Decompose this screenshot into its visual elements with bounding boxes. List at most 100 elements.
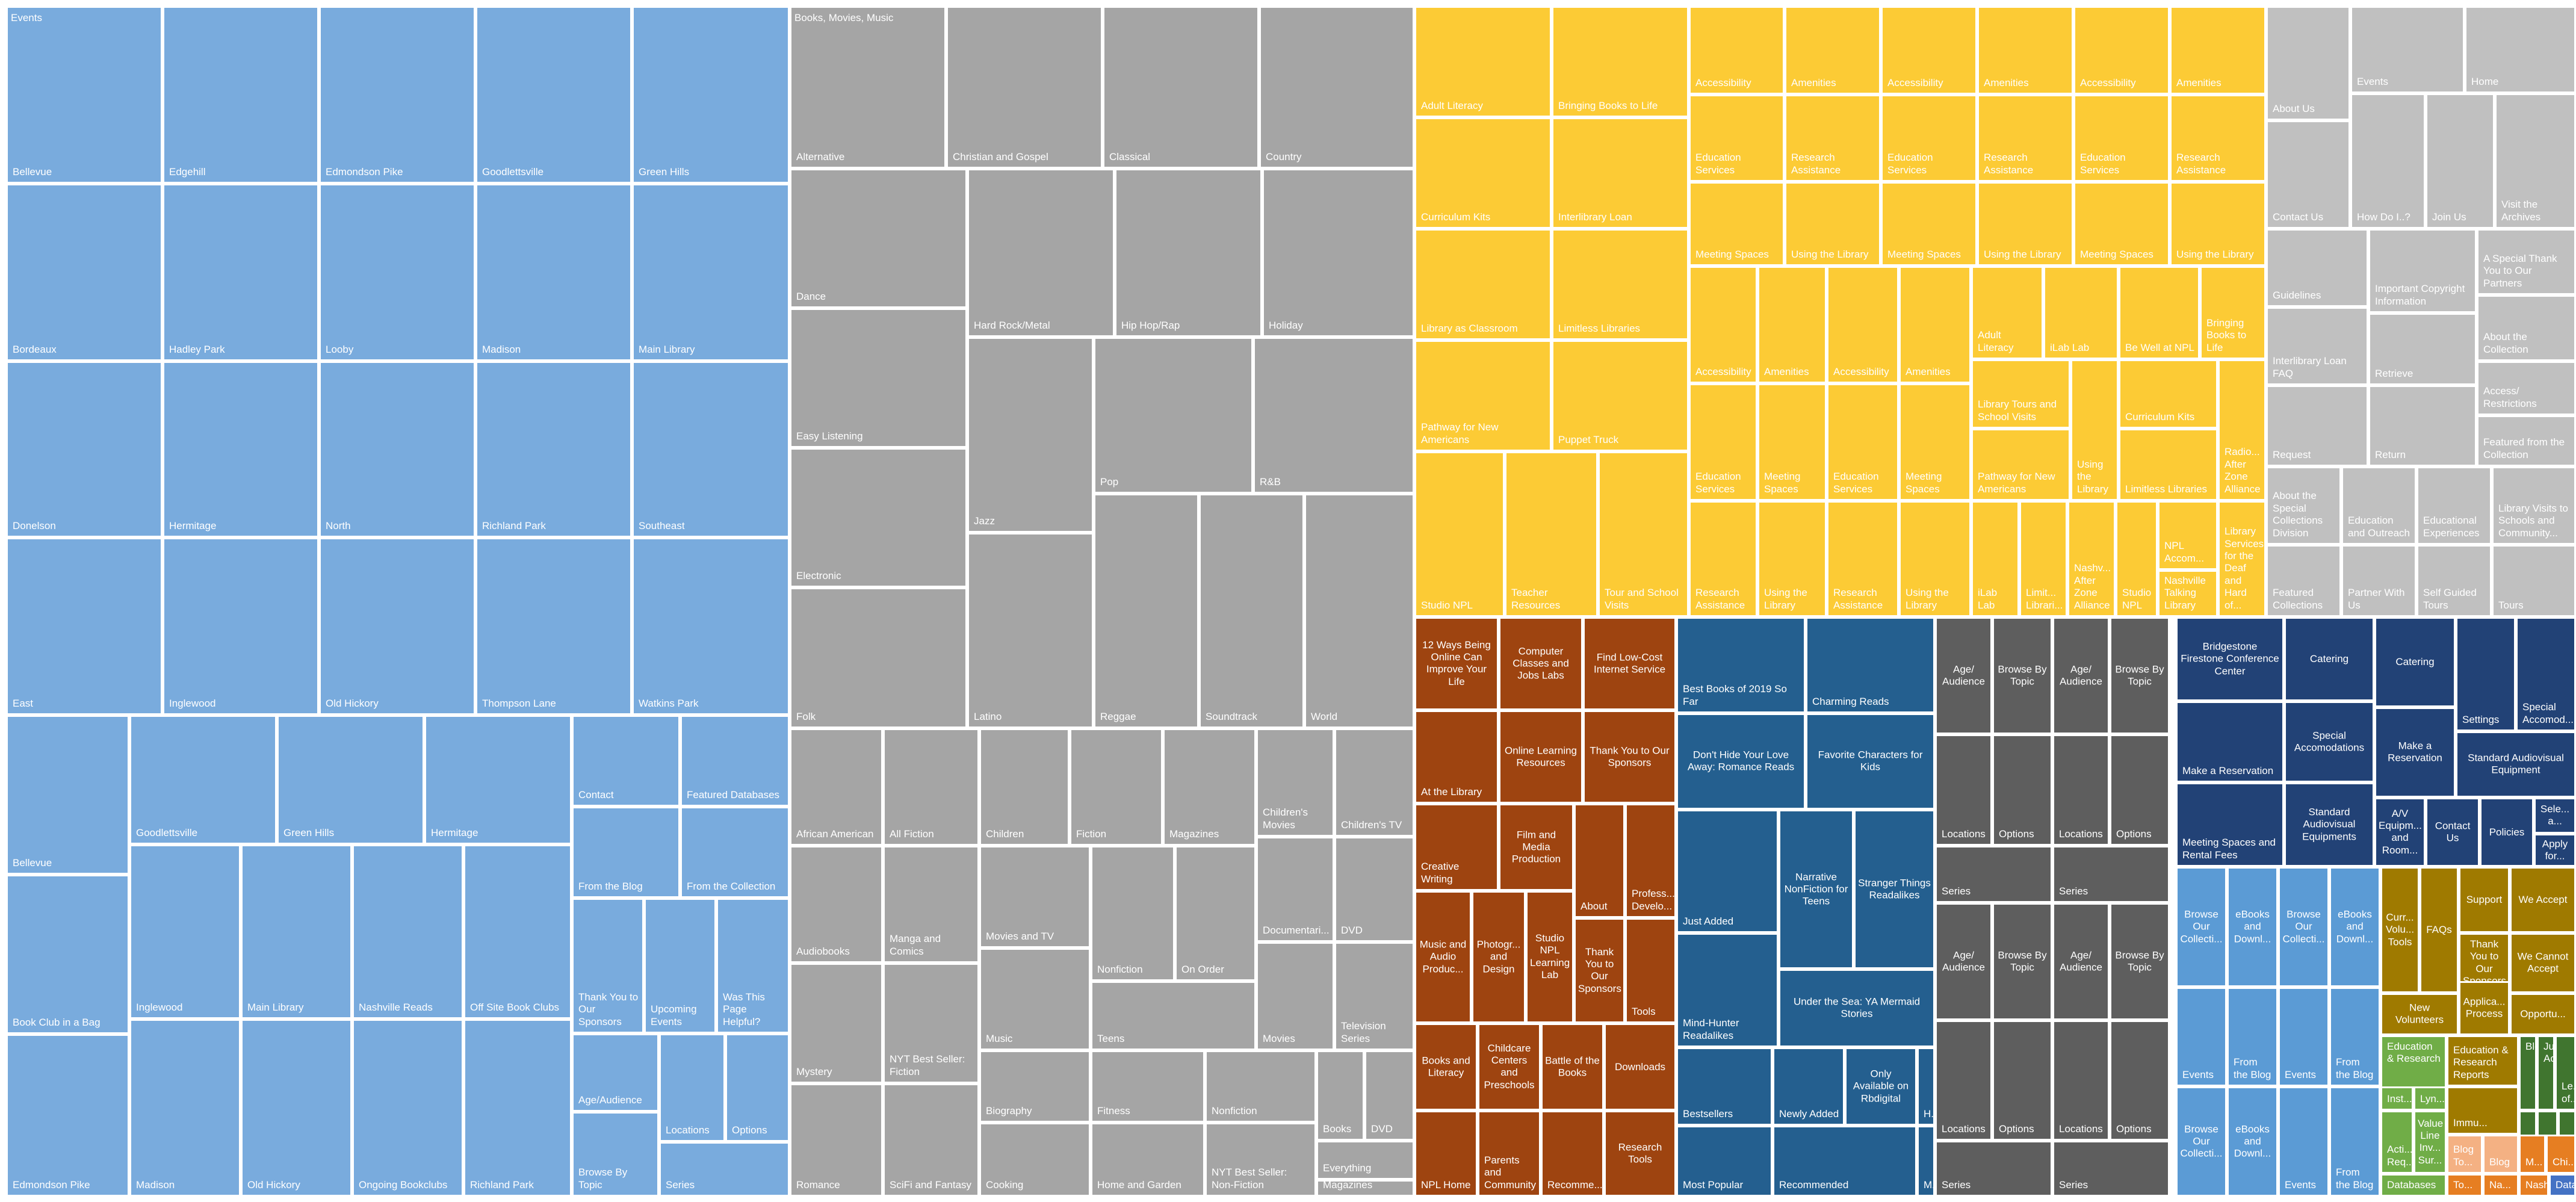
treemap-cell[interactable]: Standard Audiovisual Equipments	[2284, 782, 2374, 867]
treemap-cell[interactable]: Research Assistance	[2170, 94, 2266, 182]
treemap-cell[interactable]: Home	[2465, 6, 2576, 93]
treemap-cell[interactable]: Options	[725, 1033, 790, 1142]
treemap-cell[interactable]: Limitless Libraries	[1552, 229, 1689, 340]
treemap-cell[interactable]: Thank You to Our Sponsors	[1583, 710, 1676, 804]
treemap-cell[interactable]: About the Special Collections Division	[2266, 466, 2341, 545]
treemap-cell[interactable]: DVD	[1364, 1050, 1414, 1141]
treemap-cell[interactable]: Bestsellers	[1676, 1047, 1773, 1126]
treemap-cell[interactable]: Education Services	[1689, 383, 1757, 501]
treemap-cell[interactable]: Cooking	[979, 1123, 1091, 1197]
treemap-cell[interactable]: Dance	[790, 169, 967, 308]
treemap-cell[interactable]: Madison	[129, 1019, 241, 1197]
treemap-cell[interactable]: Everything	[1316, 1141, 1414, 1180]
treemap-cell[interactable]: Upcoming Events	[644, 898, 716, 1033]
treemap-cell[interactable]: Old Hickory	[319, 537, 475, 715]
treemap-cell[interactable]: Research Assistance	[1977, 94, 2073, 182]
treemap-cell[interactable]: 12 Ways Being Online Can Improve Your Li…	[1414, 617, 1499, 710]
treemap-cell[interactable]: On Order	[1175, 846, 1256, 981]
treemap-cell[interactable]: Educational Experiences	[2417, 466, 2492, 545]
treemap-cell[interactable]: Locations	[2052, 734, 2110, 846]
treemap-cell[interactable]: Guidelines	[2266, 229, 2368, 307]
treemap-cell[interactable]: Inglewood	[163, 537, 319, 715]
treemap-cell[interactable]: Contact	[572, 715, 680, 807]
treemap-cell[interactable]: Events	[2278, 987, 2329, 1086]
treemap-cell[interactable]: Just Ac...	[2537, 1035, 2555, 1111]
treemap-cell[interactable]: Best Books of 2019 So Far	[1676, 617, 1806, 713]
treemap-cell[interactable]: Options	[1992, 1020, 2052, 1141]
treemap-cell[interactable]: Newly Added	[1773, 1047, 1845, 1126]
treemap-cell[interactable]: Narrative NonFiction for Teens	[1779, 810, 1854, 969]
treemap-cell[interactable]: Library as Classroom	[1414, 229, 1552, 340]
treemap-cell[interactable]: Home and Garden	[1091, 1123, 1205, 1197]
treemap-cell[interactable]: Holiday	[1262, 169, 1414, 337]
treemap-cell[interactable]: Le... of...	[2555, 1035, 2576, 1111]
treemap-cell[interactable]: Radio... After Zone Alliance	[2218, 359, 2266, 501]
treemap-cell[interactable]: Chi...	[2546, 1135, 2576, 1174]
treemap-cell[interactable]: Browse By Topic	[1992, 617, 2052, 734]
treemap-cell[interactable]: Age/ Audience	[1935, 903, 1992, 1020]
treemap-cell[interactable]: Catering	[2284, 617, 2374, 701]
treemap-cell[interactable]: Tour and School Visits	[1598, 451, 1689, 617]
treemap-cell[interactable]: Meeting Spaces	[1757, 383, 1827, 501]
treemap-cell[interactable]: Education Services	[1881, 94, 1977, 182]
treemap-cell[interactable]: Curriculum Kits	[2119, 359, 2218, 429]
treemap-cell[interactable]: From the Blog	[2329, 1086, 2380, 1197]
treemap-cell[interactable]: NYT Best Seller: Non-Fiction	[1205, 1123, 1316, 1197]
treemap-cell[interactable]: Alternative	[790, 6, 946, 169]
treemap-cell[interactable]: Main Library	[632, 184, 790, 361]
treemap-cell[interactable]: Movies and TV	[979, 846, 1091, 948]
treemap-cell[interactable]: Studio NPL	[1414, 451, 1505, 617]
treemap-cell[interactable]: iLab Lab	[1971, 501, 2019, 617]
treemap-cell[interactable]: Main Library	[241, 844, 352, 1019]
treemap-cell[interactable]: African American	[790, 728, 883, 846]
treemap-cell[interactable]: Nashville...	[2519, 1174, 2549, 1197]
treemap-cell[interactable]: Watkins Park	[632, 537, 790, 715]
treemap-cell[interactable]: Bridgestone Firestone Conference Center	[2176, 617, 2284, 701]
treemap-cell[interactable]: Adult Literacy	[1414, 6, 1552, 117]
treemap-cell[interactable]: Thank You to Our Sponsors	[572, 898, 644, 1033]
treemap-cell[interactable]: Immu...	[2447, 1086, 2519, 1135]
treemap-cell[interactable]: Don't Hide Your Love Away: Romance Reads	[1676, 713, 1806, 810]
treemap-cell[interactable]: R&B	[1253, 337, 1414, 494]
treemap-cell[interactable]: Education Services	[1827, 383, 1899, 501]
treemap-cell[interactable]: Audiobooks	[790, 846, 883, 963]
treemap-cell[interactable]: From the Collection	[680, 807, 790, 898]
treemap-cell[interactable]: Puppet Truck	[1552, 340, 1689, 451]
treemap-cell[interactable]: Studio NPL	[2116, 501, 2158, 617]
treemap-cell[interactable]: Favorite Characters for Kids	[1806, 713, 1935, 810]
treemap-cell[interactable]: Value Line Inv... Sur...	[2413, 1111, 2447, 1174]
treemap-cell[interactable]: Movies	[1256, 942, 1334, 1050]
treemap-cell[interactable]: Recomme...	[1541, 1111, 1604, 1197]
treemap-cell[interactable]: Special Accomodations	[2284, 701, 2374, 782]
treemap-cell[interactable]: Lyn...	[2413, 1086, 2447, 1111]
treemap-cell[interactable]: Easy Listening	[790, 308, 967, 448]
treemap-cell[interactable]: Nonfiction	[1205, 1050, 1316, 1123]
treemap-cell[interactable]: Library Visits to Schools and Community.…	[2492, 466, 2576, 545]
treemap-cell[interactable]: Locations	[2052, 1020, 2110, 1141]
treemap-cell[interactable]: Series	[2052, 1141, 2170, 1197]
treemap-cell[interactable]: Classical	[1103, 6, 1259, 169]
treemap-cell[interactable]: Databases	[2549, 1174, 2576, 1197]
treemap-cell[interactable]: Events	[2278, 1086, 2329, 1197]
treemap-cell[interactable]: Pathway for New Americans	[1414, 340, 1552, 451]
treemap-cell[interactable]: Settings	[2456, 617, 2516, 731]
treemap-cell[interactable]: Education and Outreach	[2341, 466, 2417, 545]
treemap-cell[interactable]: Music and Audio Produc...	[1414, 891, 1472, 1023]
treemap-cell[interactable]: About the Collection	[2477, 295, 2576, 361]
treemap-cell[interactable]: Book Club in a Bag	[6, 875, 129, 1034]
treemap-cell[interactable]: Using the Library	[2170, 182, 2266, 266]
treemap-cell[interactable]: Bellevue	[6, 715, 129, 875]
treemap-cell[interactable]: Na...	[2483, 1174, 2519, 1197]
treemap-cell[interactable]: Nashville Reads	[352, 844, 463, 1019]
treemap-cell[interactable]: Hard Rock/Metal	[967, 169, 1115, 337]
treemap-cell[interactable]: Green Hills	[277, 715, 424, 844]
treemap-cell[interactable]: Old Hickory	[241, 1019, 352, 1197]
treemap-cell[interactable]: Documentari...	[1256, 837, 1334, 942]
treemap-cell[interactable]: Blog	[2519, 1035, 2537, 1111]
treemap-cell[interactable]: At the Library	[1414, 710, 1499, 804]
treemap-cell[interactable]: SciFi and Fantasy	[883, 1083, 979, 1197]
treemap-cell[interactable]: Mystery	[790, 963, 883, 1083]
treemap-cell[interactable]: Charming Reads	[1806, 617, 1935, 713]
treemap-cell[interactable]: Partner With Us	[2341, 545, 2417, 617]
treemap-cell[interactable]: Country	[1259, 6, 1414, 169]
